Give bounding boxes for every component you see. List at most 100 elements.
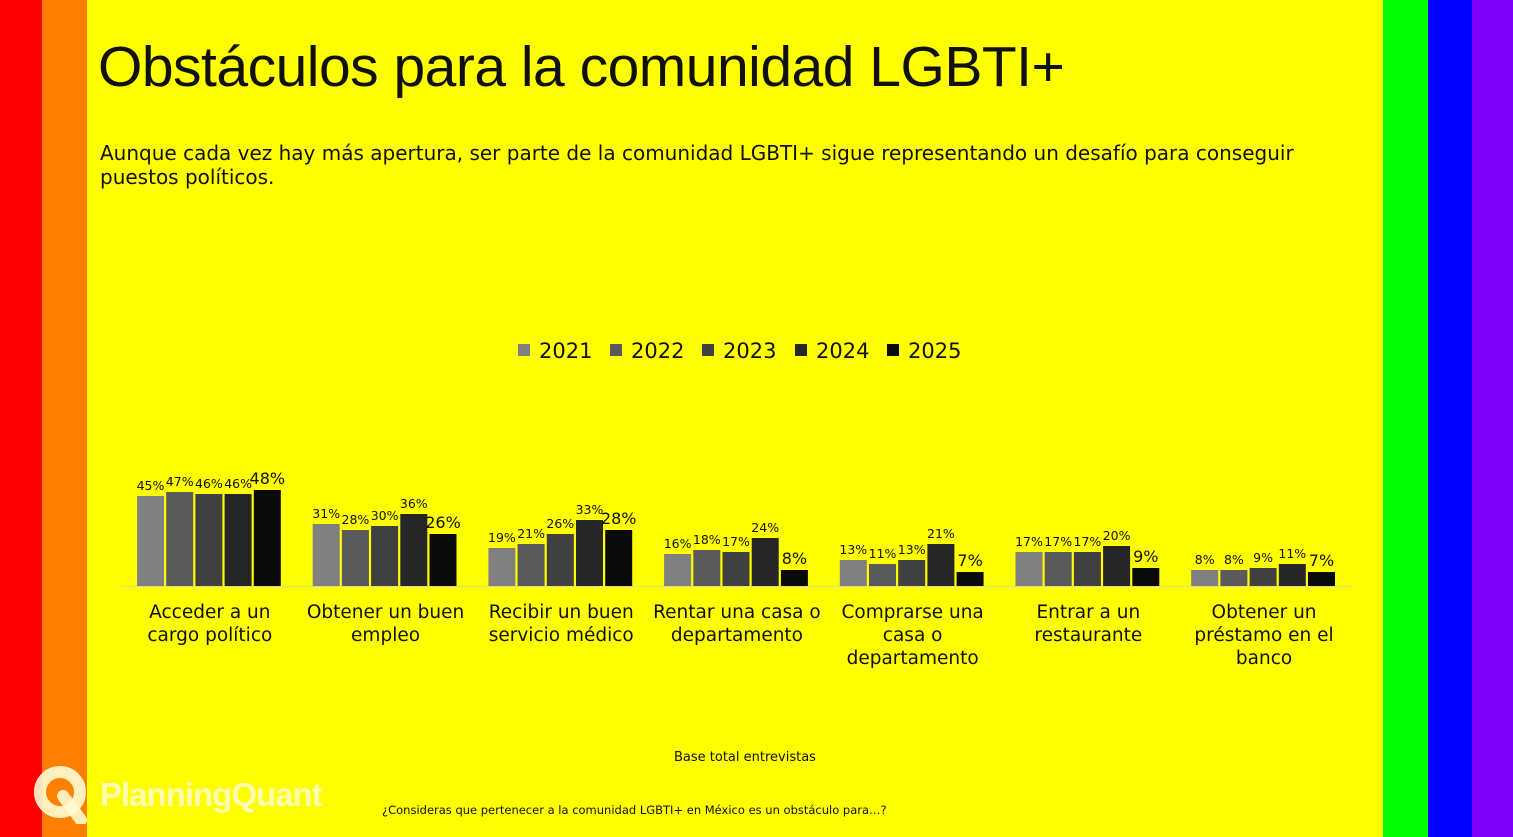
legend-swatch-2021 (518, 344, 530, 356)
survey-question: ¿Consideras que pertenecer a la comunida… (382, 803, 887, 817)
legend-swatch-2024 (795, 344, 807, 356)
data-label: 18% (693, 532, 721, 547)
base-note: Base total entrevistas (674, 750, 816, 765)
category-label: servicio médico (489, 625, 634, 646)
legend-swatch-2022 (610, 344, 622, 356)
stripe-purple (1472, 0, 1513, 837)
bar-2025-6 (1308, 572, 1335, 586)
bar-2024-5 (1103, 546, 1131, 586)
legend-swatch-2025 (887, 344, 899, 356)
data-label: 8% (1195, 552, 1215, 567)
data-label: 8% (782, 549, 807, 568)
data-label: 33% (576, 502, 604, 517)
legend-label-2022: 2022 (631, 339, 684, 363)
page-title: Obstáculos para la comunidad LGBTI+ (98, 35, 1065, 99)
data-label: 46% (195, 476, 223, 491)
stripe-red (0, 0, 42, 837)
bar-2025-2 (605, 530, 633, 586)
data-label: 47% (166, 474, 194, 489)
bar-2023-6 (1249, 568, 1277, 586)
data-label: 17% (1044, 534, 1072, 549)
data-label: 28% (601, 509, 637, 528)
bar-2023-3 (722, 552, 750, 586)
data-label: 21% (517, 526, 545, 541)
data-label: 17% (1074, 534, 1102, 549)
data-label: 46% (224, 476, 252, 491)
bar-2022-3 (693, 550, 721, 586)
bar-2022-6 (1220, 570, 1248, 586)
bar-2024-3 (751, 538, 779, 586)
data-label: 9% (1133, 547, 1158, 566)
category-label: casa o (883, 625, 943, 646)
data-label: 13% (898, 542, 926, 557)
category-label: departamento (671, 625, 803, 646)
bar-2022-1 (341, 530, 369, 586)
data-label: 19% (488, 530, 516, 545)
category-label: Obtener un buen (307, 602, 464, 623)
data-label: 36% (400, 496, 428, 511)
category-label: Rentar una casa o (653, 602, 821, 623)
bar-2024-6 (1278, 564, 1306, 586)
data-label: 45% (137, 478, 165, 493)
bar-2024-4 (927, 544, 955, 586)
bar-2021-0 (137, 496, 164, 586)
category-label: Entrar a un (1036, 602, 1140, 623)
bar-2023-1 (371, 526, 399, 586)
category-label: restaurante (1034, 625, 1142, 646)
bar-2021-6 (1191, 570, 1219, 586)
category-label: Comprarse una (842, 602, 984, 623)
data-label: 16% (664, 536, 692, 551)
legend-label-2024: 2024 (816, 339, 869, 363)
data-label: 17% (1015, 534, 1043, 549)
bar-2025-5 (1132, 568, 1160, 586)
data-label: 20% (1103, 528, 1131, 543)
data-label: 11% (1278, 546, 1306, 561)
category-label: cargo político (147, 625, 272, 646)
bar-2022-2 (517, 544, 545, 586)
data-label: 48% (250, 469, 286, 488)
legend-label-2021: 2021 (539, 339, 592, 363)
stripe-orange (42, 0, 87, 837)
bar-2021-5 (1015, 552, 1043, 586)
bar-2024-1 (400, 514, 428, 586)
bar-2025-4 (956, 572, 984, 586)
data-label: 21% (927, 526, 955, 541)
category-label: departamento (847, 648, 979, 669)
category-label: Obtener un (1212, 602, 1317, 623)
stripe-green (1383, 0, 1428, 837)
bar-2021-4 (839, 560, 867, 586)
category-label: banco (1236, 648, 1292, 669)
bar-2024-2 (576, 520, 603, 586)
bar-2022-0 (166, 492, 194, 586)
data-label: 7% (957, 551, 982, 570)
data-label: 8% (1224, 552, 1244, 567)
data-label: 9% (1253, 550, 1273, 565)
bar-2024-0 (224, 494, 252, 586)
planningquant-logo-icon (34, 766, 87, 824)
bar-2023-5 (1073, 552, 1101, 586)
data-label: 28% (342, 512, 370, 527)
data-label: 30% (371, 508, 399, 523)
data-label: 17% (722, 534, 750, 549)
bar-2023-0 (195, 494, 223, 586)
category-label: Acceder a un (149, 602, 270, 623)
bar-2023-2 (546, 534, 574, 586)
bar-2025-3 (780, 570, 808, 586)
bar-2023-4 (898, 560, 926, 586)
stripe-blue (1428, 0, 1472, 837)
legend-swatch-2023 (702, 344, 714, 356)
bar-2021-3 (664, 554, 692, 586)
category-label: empleo (351, 625, 420, 646)
category-label: préstamo en el (1194, 625, 1333, 646)
bar-2021-1 (312, 524, 340, 586)
bar-2022-5 (1044, 552, 1072, 586)
brand-logo-text: PlanningQuant (100, 776, 323, 813)
data-label: 31% (312, 506, 340, 521)
category-label: Recibir un buen (489, 602, 634, 623)
data-label: 26% (425, 513, 461, 532)
legend-label-2025: 2025 (908, 339, 961, 363)
data-label: 24% (751, 520, 779, 535)
data-label: 11% (869, 546, 897, 561)
legend-label-2023: 2023 (723, 339, 776, 363)
